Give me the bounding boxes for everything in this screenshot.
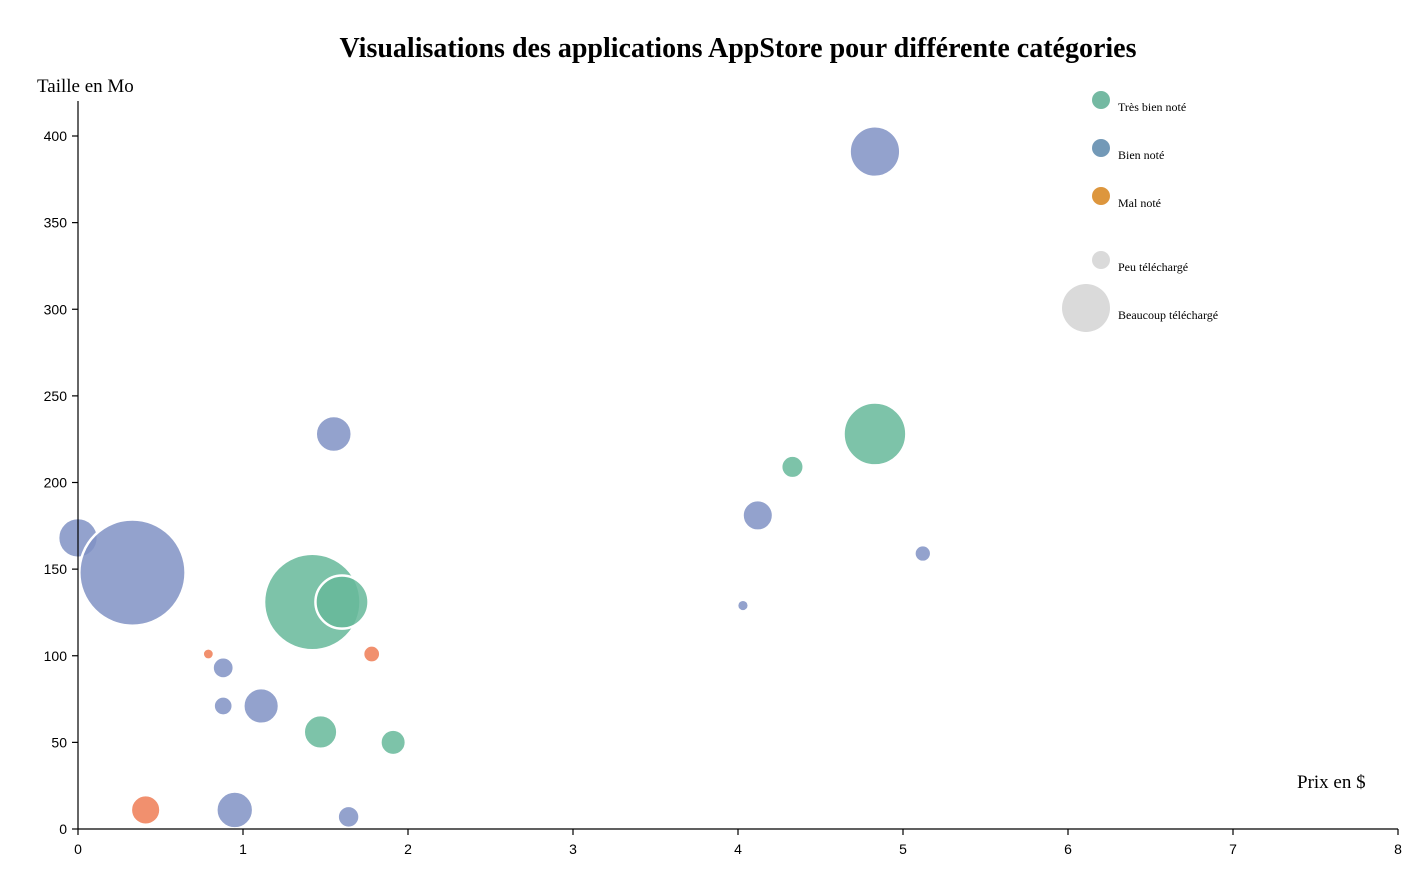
- bubble-point: [129, 793, 162, 826]
- y-tick-label: 300: [44, 301, 68, 317]
- x-tick-label: 1: [239, 841, 247, 857]
- bubble-point: [842, 401, 908, 467]
- y-tick-label: 50: [51, 734, 67, 750]
- bubble-point: [336, 804, 361, 830]
- bubble-point: [242, 686, 281, 726]
- bubble-point: [215, 790, 255, 830]
- bubble-point: [735, 598, 751, 613]
- x-ticks: 0 1 2 3 4 5 6 7 8: [74, 829, 1402, 857]
- y-tick-label: 400: [44, 128, 68, 144]
- bubble-point: [913, 543, 933, 564]
- legend-color-label: Mal noté: [1118, 196, 1161, 210]
- x-tick-label: 8: [1394, 841, 1402, 857]
- legend-size-label: Peu téléchargé: [1118, 260, 1188, 274]
- bubble-point: [314, 574, 370, 630]
- bubble-point: [314, 414, 354, 454]
- legend-color-swatch: [1092, 187, 1110, 205]
- legend: Très bien noté Bien noté Mal noté Peu téléc…: [1062, 91, 1218, 332]
- bubble-point: [361, 644, 382, 664]
- legend-color-swatch: [1092, 91, 1110, 109]
- chart-title: Visualisations des applications AppStore…: [339, 33, 1136, 64]
- bubble-point: [211, 656, 236, 680]
- axes: 0 1 2 3 4 5 6 7 8 0 50 100 150 200 250 300 350 400: [44, 101, 1402, 857]
- x-tick-label: 4: [734, 841, 742, 857]
- y-tick-label: 0: [59, 821, 67, 837]
- bubble-point: [201, 647, 216, 661]
- legend-color-label: Très bien noté: [1118, 100, 1186, 114]
- x-tick-label: 5: [899, 841, 907, 857]
- bubble-point: [78, 518, 187, 627]
- legend-color-swatch: [1092, 139, 1110, 157]
- legend-size-swatch: [1062, 284, 1110, 332]
- x-tick-label: 2: [404, 841, 412, 857]
- x-tick-label: 6: [1064, 841, 1072, 857]
- x-tick-label: 7: [1229, 841, 1237, 857]
- legend-size-label: Beaucoup téléchargé: [1118, 308, 1218, 322]
- y-axis-label: Taille en Mo: [37, 76, 134, 97]
- y-tick-label: 100: [44, 648, 68, 664]
- x-tick-label: 3: [569, 841, 577, 857]
- bubble-point: [212, 695, 235, 717]
- bubble-layer: [56, 125, 933, 830]
- y-tick-label: 200: [44, 475, 68, 491]
- bubble-point: [779, 454, 805, 480]
- x-axis-label: Prix en $: [1297, 772, 1366, 793]
- y-ticks: 0 50 100 150 200 250 300 350 400: [44, 128, 78, 837]
- bubble-point: [302, 713, 339, 751]
- bubble-point: [379, 728, 408, 757]
- legend-color-label: Bien noté: [1118, 148, 1164, 162]
- bubble-point: [741, 498, 775, 532]
- y-tick-label: 150: [44, 561, 68, 577]
- y-tick-label: 250: [44, 388, 68, 404]
- bubble-point: [848, 125, 902, 179]
- x-tick-label: 0: [74, 841, 82, 857]
- y-tick-label: 350: [44, 215, 68, 231]
- legend-size-swatch: [1092, 251, 1110, 269]
